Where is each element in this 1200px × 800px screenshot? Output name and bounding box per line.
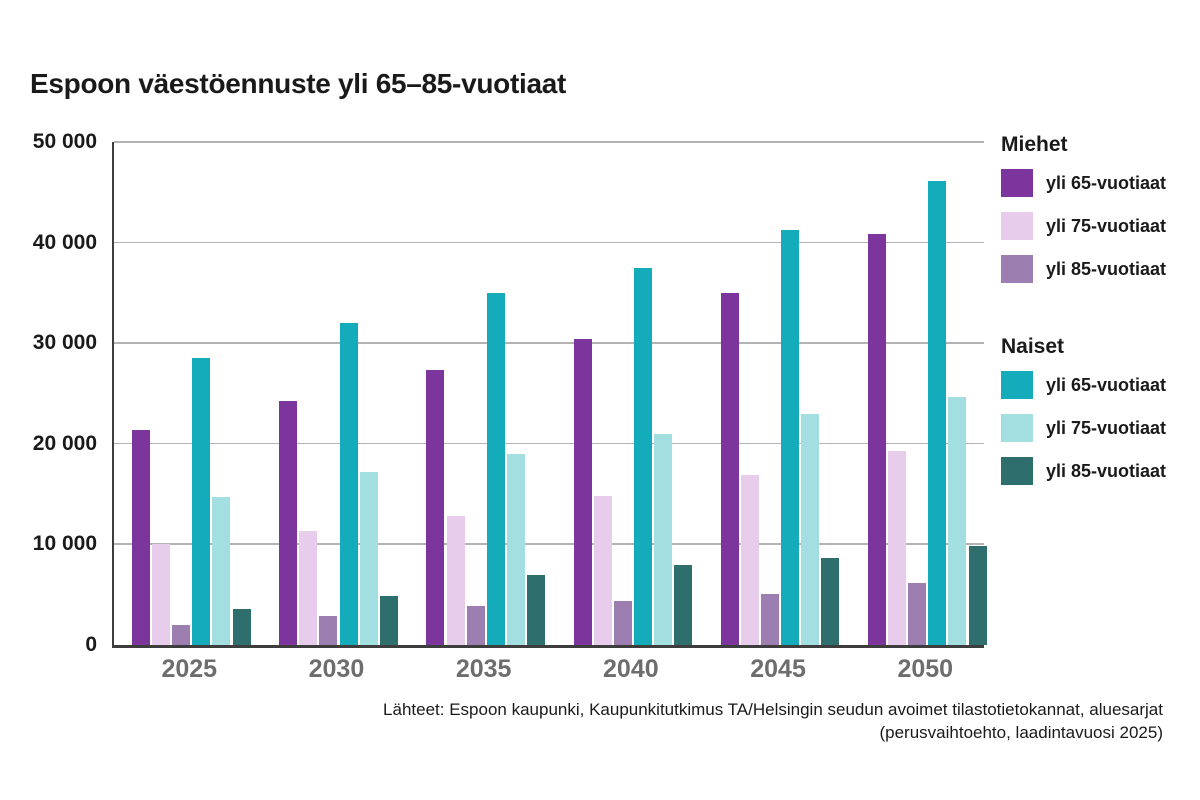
y-axis-label-30000: 30 000 [32,331,97,355]
legend-item: yli 65-vuotiaat [1001,371,1198,399]
bar-2050-naiset-75 [948,396,967,645]
bar-2050-miehet-75 [888,450,907,645]
x-axis-label-2040: 2040 [603,655,659,683]
bar-2050-naiset-65 [928,181,947,645]
source-note: Lähteet: Espoon kaupunki, Kaupunkitutkim… [383,698,1163,744]
legend-swatch [1001,212,1033,240]
bar-2045-naiset-75 [801,413,820,645]
legend-item-label: yli 65-vuotiaat [1046,172,1167,193]
legend: Miehet yli 65-vuotiaat yli 75-vuotiaat yli … [1001,133,1198,500]
bar-2045-miehet-85 [761,593,779,645]
legend-swatch [1001,169,1033,197]
bar-2025-naiset-65 [192,358,211,645]
source-line-1: Lähteet: Espoon kaupunki, Kaupunkitutkim… [383,700,1163,719]
plot-area [112,141,987,648]
legend-swatch [1001,255,1033,283]
bar-2035-miehet-85 [466,605,485,645]
y-axis-label-10000: 10 000 [32,532,97,556]
bar-2030-naiset-65 [339,323,358,645]
legend-heading-miehet: Miehet [1001,133,1068,156]
gridline-10000 [114,543,984,545]
bar-2030-miehet-65 [279,400,298,645]
bar-2040-miehet-75 [593,496,612,645]
bar-2025-miehet-75 [152,544,171,645]
gridline-30000 [114,342,984,344]
bar-2040-naiset-75 [654,433,672,645]
gridline-50000 [114,141,984,143]
bar-2040-naiset-85 [674,564,693,645]
legend-section-miehet: Miehet yli 65-vuotiaat yli 75-vuotiaat yli … [1001,133,1198,283]
legend-item: yli 85-vuotiaat [1001,255,1198,283]
legend-section-naiset: Naiset yli 65-vuotiaat yli 75-vuotiaat yli … [1001,335,1198,485]
bar-2030-miehet-75 [299,531,318,645]
y-axis-label-0: 0 [85,633,97,656]
bar-2030-naiset-75 [359,471,378,645]
legend-swatch [1001,414,1033,442]
legend-item: yli 75-vuotiaat [1001,414,1198,442]
x-axis-label-2045: 2045 [750,655,806,683]
bar-2045-naiset-85 [821,558,840,645]
bar-2025-naiset-75 [212,497,231,645]
bar-2050-miehet-65 [868,233,886,645]
bar-2035-miehet-65 [426,370,445,645]
legend-heading-naiset: Naiset [1001,335,1065,358]
legend-item-label: yli 75-vuotiaat [1046,417,1167,438]
bar-2045-miehet-65 [720,292,739,645]
gridline-20000 [114,442,984,445]
legend-item-label: yli 85-vuotiaat [1046,460,1167,481]
y-axis-label-50000: 50 000 [32,130,97,153]
bar-2030-naiset-85 [379,595,398,645]
bar-2045-miehet-75 [740,475,759,645]
bar-2035-miehet-75 [446,516,465,645]
bar-2040-miehet-85 [613,600,632,645]
source-line-2: (perusvaihtoehto, laadintavuosi 2025) [879,723,1163,742]
bar-2045-naiset-65 [781,229,800,645]
legend-item: yli 85-vuotiaat [1001,457,1198,485]
x-axis-label-2050: 2050 [897,655,954,683]
x-axis-label-2030: 2030 [308,655,365,683]
legend-item-label: yli 85-vuotiaat [1046,258,1167,279]
bar-2025-miehet-85 [172,624,191,645]
bar-2050-naiset-85 [968,546,987,645]
x-axis-label-2035: 2035 [455,655,512,683]
bar-2025-miehet-65 [132,429,150,645]
bar-2040-naiset-65 [633,267,652,645]
y-axis-label-40000: 40 000 [32,230,97,254]
bar-2025-naiset-85 [232,608,251,645]
y-axis-label-20000: 20 000 [32,431,97,455]
legend-swatch [1001,371,1033,399]
x-axis-label-2025: 2025 [161,655,218,683]
legend-swatch [1001,457,1033,485]
chart-title: Espoon väestöennuste yli 65–85-vuotiaat [30,68,567,99]
legend-item-label: yli 75-vuotiaat [1046,215,1167,236]
bar-2035-naiset-65 [486,292,505,645]
bar-2030-miehet-85 [319,615,338,645]
gridline-40000 [114,241,984,244]
legend-item: yli 75-vuotiaat [1001,212,1198,240]
bar-2040-miehet-65 [573,339,592,645]
bar-2050-miehet-85 [908,582,927,645]
bar-2035-naiset-75 [506,453,525,645]
legend-item-label: yli 65-vuotiaat [1046,374,1167,395]
legend-item: yli 65-vuotiaat [1001,169,1198,197]
bar-2035-naiset-85 [526,574,545,645]
